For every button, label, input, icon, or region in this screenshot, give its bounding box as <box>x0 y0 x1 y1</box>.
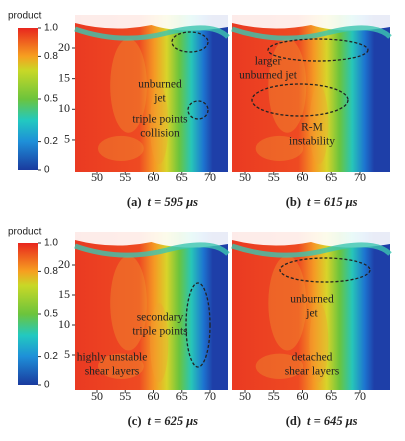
colorbar-tick-label: 0 <box>44 380 50 391</box>
y-tick-label: 15 <box>58 70 70 84</box>
panel: 50 55 60 65 70 20 15 10 5 secondary triple points h… <box>58 232 230 428</box>
annotation: jet <box>153 93 166 105</box>
annotation: triple points <box>132 114 188 126</box>
colorbar-tick-label: 0.8 <box>44 266 58 277</box>
caption-time: t = 615 μs <box>307 195 358 209</box>
x-tick-label: 70 <box>354 170 366 184</box>
annotation: detached <box>292 352 333 364</box>
y-tick-label: 15 <box>58 287 70 301</box>
shear-layer <box>74 242 230 258</box>
dashed-outline <box>171 31 209 53</box>
annotation: larger <box>255 56 282 68</box>
field-blob <box>255 135 304 162</box>
caption-time: t = 625 μs <box>148 414 199 428</box>
field <box>75 15 228 172</box>
field-blob <box>97 135 144 162</box>
dashed-outline <box>279 257 371 283</box>
field-blob <box>97 353 144 379</box>
field-blob <box>110 255 147 351</box>
annotation: highly unstable <box>77 352 148 364</box>
annotation: jet <box>305 308 318 320</box>
field-blob <box>149 303 169 383</box>
x-tick-label: 70 <box>354 389 366 403</box>
y-tick-label: 5 <box>64 132 70 146</box>
annotation: secondary <box>137 312 184 324</box>
caption-label: (b) <box>286 195 301 209</box>
y-tick-label: 20 <box>58 40 70 54</box>
field-blob <box>309 303 329 383</box>
dashed-outline <box>185 282 211 368</box>
field-blob <box>110 38 147 133</box>
y-tick-label: 5 <box>64 347 70 361</box>
x-tick-label: 55 <box>268 389 280 403</box>
field-blob <box>149 85 169 165</box>
colorbar-tick-label: 0.5 <box>44 94 58 105</box>
field-blob <box>255 353 304 379</box>
x-tick-label: 60 <box>148 170 160 184</box>
y-tick-label: 10 <box>58 101 70 115</box>
panel: 50 55 60 65 70 unburned jet detached shear layer… <box>231 232 392 428</box>
dashed-outline <box>267 38 369 62</box>
dashed-outline <box>187 100 209 120</box>
caption-time: t = 595 μs <box>148 195 199 209</box>
annotation: unburned <box>138 79 182 91</box>
x-tick-label: 55 <box>119 170 131 184</box>
shear-layer <box>74 25 230 41</box>
x-tick-label: 65 <box>176 170 188 184</box>
shear-layer <box>231 242 392 258</box>
colorbar-title: product <box>8 11 42 22</box>
dashed-outline <box>251 83 349 117</box>
panel: 50 55 60 65 70 20 15 10 5 unburned jet triple point… <box>58 15 230 209</box>
colorbar <box>18 28 38 170</box>
x-tick-label: 60 <box>297 170 309 184</box>
panel: 50 55 60 65 70 larger unburned jet R-M instabili… <box>231 15 392 209</box>
annotation: shear layers <box>285 366 340 378</box>
caption-time: t = 645 μs <box>307 414 358 428</box>
x-tick-label: 50 <box>239 389 251 403</box>
x-tick-label: 60 <box>148 389 160 403</box>
caption-label: (a) <box>127 195 142 209</box>
annotation: unburned jet <box>239 70 298 82</box>
colorbar-tick-label: 0.5 <box>44 309 58 320</box>
x-tick-label: 70 <box>204 170 216 184</box>
field-blob <box>268 38 307 133</box>
colorbar-tick-label: 0.2 <box>44 136 58 147</box>
colorbar-tick-label: 1.0 <box>44 238 58 249</box>
caption-label: (d) <box>286 414 301 428</box>
colorbar-tick-label: 0.2 <box>44 351 58 362</box>
x-tick-label: 65 <box>325 170 337 184</box>
caption-label: (c) <box>128 414 142 428</box>
x-tick-label: 70 <box>204 389 216 403</box>
annotation: triple points <box>132 326 188 338</box>
colorbar-tick-label: 1.0 <box>44 23 58 34</box>
colorbar-title: product <box>8 227 42 238</box>
colorbar <box>18 243 38 385</box>
x-tick-label: 65 <box>176 389 188 403</box>
colorbar-tick-label: 0 <box>44 165 50 176</box>
annotation: R-M <box>301 122 323 134</box>
x-tick-label: 50 <box>91 170 103 184</box>
annotation: shear layers <box>85 366 140 378</box>
shear-layer <box>231 25 392 41</box>
field-blob <box>309 85 329 165</box>
x-tick-label: 55 <box>268 170 280 184</box>
y-tick-label: 20 <box>58 257 70 271</box>
colorbar-tick-label: 0.8 <box>44 51 58 62</box>
annotation: instability <box>289 136 335 148</box>
field <box>232 15 390 172</box>
x-tick-label: 50 <box>91 389 103 403</box>
annotation: collision <box>140 128 180 140</box>
y-tick-label: 10 <box>58 317 70 331</box>
x-tick-label: 65 <box>325 389 337 403</box>
x-tick-label: 50 <box>239 170 251 184</box>
annotation: unburned <box>290 294 334 306</box>
x-tick-label: 55 <box>119 389 131 403</box>
field <box>75 232 228 390</box>
x-tick-label: 60 <box>297 389 309 403</box>
